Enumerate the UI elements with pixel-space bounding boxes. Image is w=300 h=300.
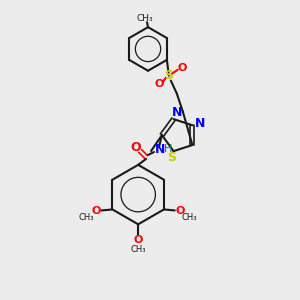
Text: O: O <box>134 235 143 245</box>
Text: O: O <box>154 79 164 88</box>
Text: CH₃: CH₃ <box>182 213 197 222</box>
Text: CH₃: CH₃ <box>79 213 94 222</box>
Text: S: S <box>167 151 176 164</box>
Text: S: S <box>164 69 173 82</box>
Text: N: N <box>195 117 206 130</box>
Text: O: O <box>175 206 184 216</box>
Text: H: H <box>164 144 172 154</box>
Text: N: N <box>172 106 183 119</box>
Text: CH₃: CH₃ <box>130 244 146 253</box>
Text: O: O <box>92 206 101 216</box>
Text: O: O <box>131 140 142 154</box>
Text: CH₃: CH₃ <box>137 14 153 23</box>
Text: N: N <box>155 142 165 155</box>
Text: O: O <box>177 63 186 73</box>
